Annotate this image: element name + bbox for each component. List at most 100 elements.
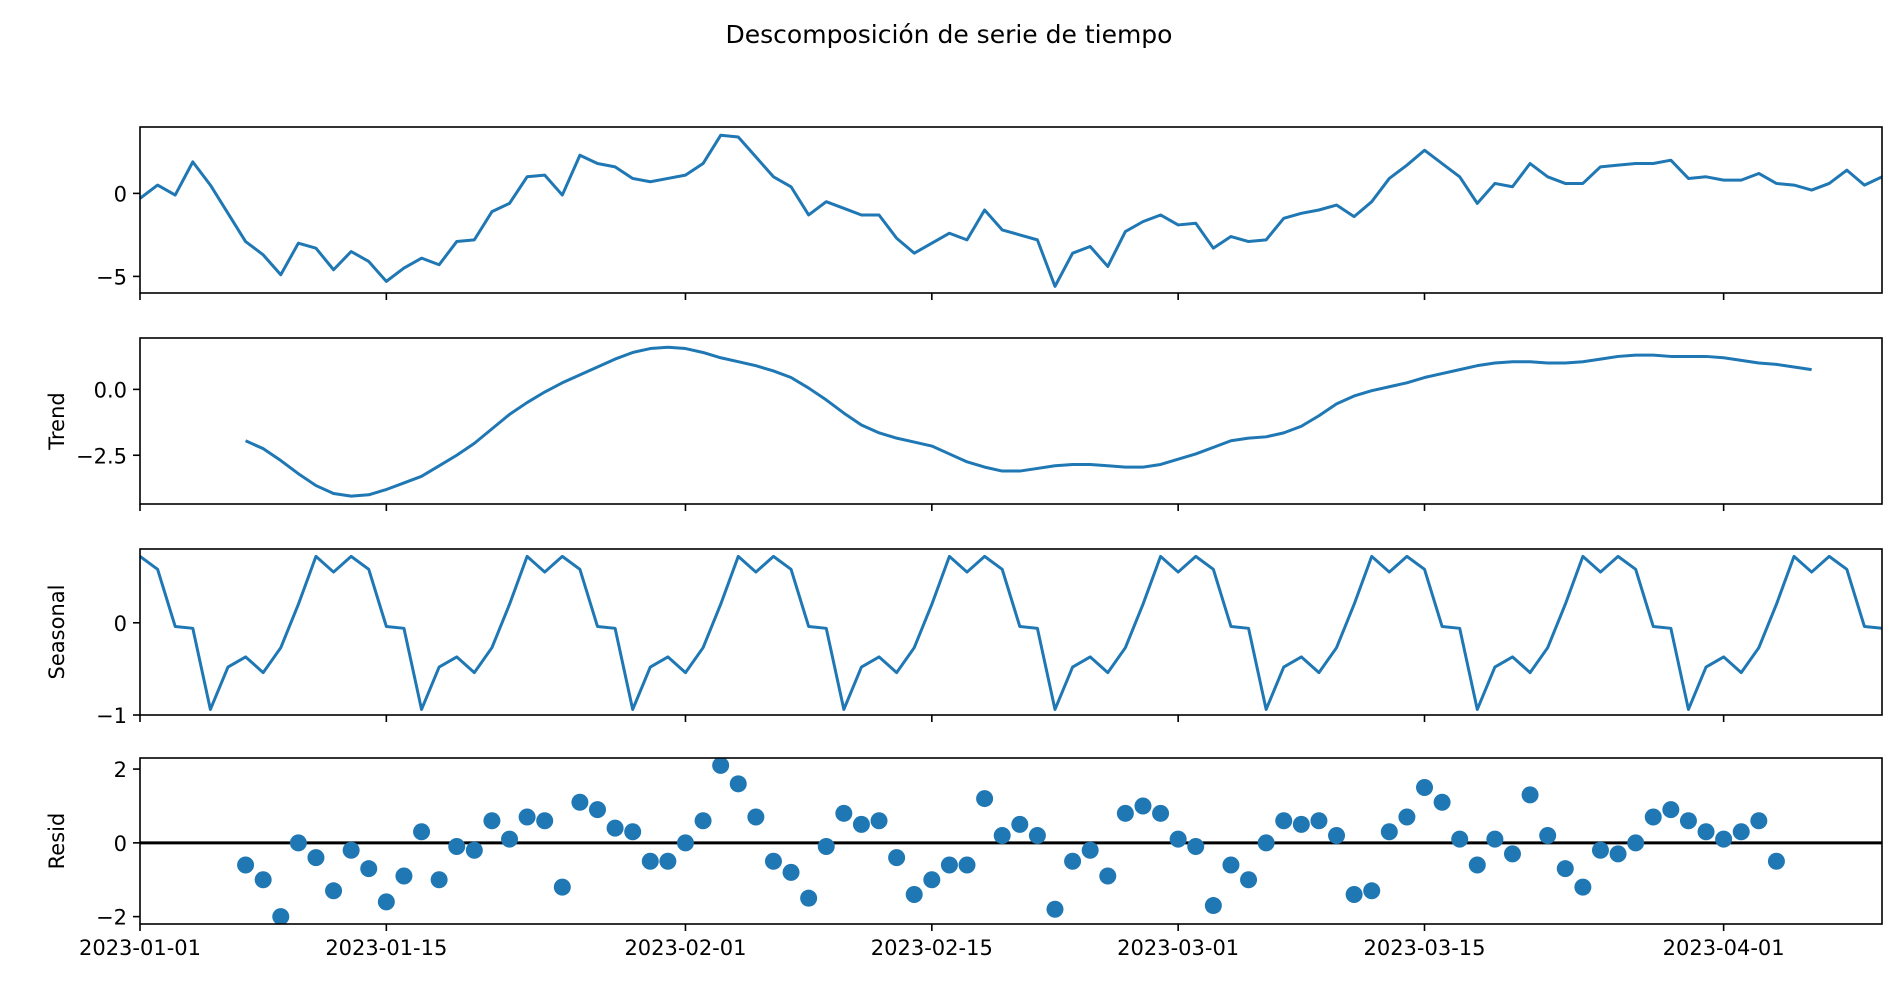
trend-series-line bbox=[244, 345, 1812, 498]
resid-point bbox=[1521, 786, 1539, 804]
resid-point bbox=[501, 830, 519, 848]
resid-point bbox=[553, 878, 571, 896]
resid-point bbox=[1011, 815, 1029, 833]
resid-point bbox=[289, 834, 307, 852]
resid-point bbox=[342, 841, 360, 859]
resid-point bbox=[1433, 793, 1451, 811]
resid-point bbox=[905, 885, 923, 903]
resid-point bbox=[641, 852, 659, 870]
observed-panel: 0 −5 bbox=[96, 126, 1883, 300]
resid-point bbox=[1609, 845, 1627, 863]
resid-point bbox=[536, 812, 554, 830]
resid-point bbox=[958, 856, 976, 874]
resid-point bbox=[747, 808, 765, 826]
y-tick-label: −5 bbox=[96, 265, 127, 289]
resid-point bbox=[729, 775, 747, 793]
resid-point bbox=[413, 823, 431, 841]
resid-point bbox=[1398, 808, 1416, 826]
resid-point bbox=[518, 808, 536, 826]
resid-point bbox=[1574, 878, 1592, 896]
resid-point bbox=[395, 867, 413, 885]
x-tick-label: 2023-02-15 bbox=[871, 936, 993, 960]
resid-axis-label: Resid bbox=[45, 813, 69, 870]
y-tick-label: 2 bbox=[114, 758, 127, 782]
seasonal-series-line bbox=[140, 554, 1882, 711]
resid-point bbox=[1416, 779, 1434, 797]
y-tick-label: −2 bbox=[96, 906, 127, 930]
resid-point bbox=[1451, 830, 1469, 848]
resid-point bbox=[764, 852, 782, 870]
resid-point bbox=[870, 812, 888, 830]
resid-point bbox=[712, 758, 730, 774]
resid-point bbox=[1662, 801, 1680, 819]
resid-point bbox=[1363, 882, 1381, 900]
x-tick-label: 2023-02-01 bbox=[624, 936, 746, 960]
resid-point bbox=[993, 826, 1011, 844]
seasonal-axes-frame bbox=[139, 548, 1883, 716]
resid-axes-frame bbox=[139, 757, 1883, 925]
resid-point bbox=[1046, 900, 1064, 918]
resid-point bbox=[1222, 856, 1240, 874]
observed-axes-frame bbox=[139, 126, 1883, 294]
resid-point bbox=[694, 812, 712, 830]
x-tick-label: 2023-03-01 bbox=[1117, 936, 1239, 960]
trend-axes-frame bbox=[139, 337, 1883, 505]
resid-point bbox=[1081, 841, 1099, 859]
resid-point bbox=[1380, 823, 1398, 841]
resid-point bbox=[1556, 860, 1574, 878]
resid-point bbox=[1310, 812, 1328, 830]
y-tick-label: 0 bbox=[114, 612, 127, 636]
y-tick-label: 0.0 bbox=[94, 378, 127, 402]
y-tick-label: −1 bbox=[96, 704, 127, 728]
resid-point bbox=[1750, 812, 1768, 830]
resid-point bbox=[588, 801, 606, 819]
resid-point bbox=[1064, 852, 1082, 870]
resid-point bbox=[1539, 826, 1557, 844]
resid-point bbox=[923, 871, 941, 889]
trend-panel: 0.0 −2.5 Trend bbox=[45, 337, 1883, 511]
x-tick-label: 2023-04-01 bbox=[1663, 936, 1785, 960]
x-axis: 2023-01-01 2023-01-15 2023-02-01 2023-02-15… bbox=[79, 936, 1785, 960]
resid-point bbox=[1028, 826, 1046, 844]
resid-point bbox=[1204, 897, 1222, 915]
trend-axis-label: Trend bbox=[45, 392, 69, 450]
resid-point bbox=[1240, 871, 1258, 889]
figure-title: Descomposición de serie de tiempo bbox=[726, 20, 1173, 49]
resid-point bbox=[817, 838, 835, 856]
resid-panel: 2 0 −2 Resid bbox=[45, 757, 1883, 931]
resid-point bbox=[1644, 808, 1662, 826]
seasonal-panel: 0 −1 Seasonal bbox=[45, 548, 1883, 728]
resid-point bbox=[571, 793, 589, 811]
resid-point bbox=[1486, 830, 1504, 848]
resid-point bbox=[237, 856, 255, 874]
resid-point bbox=[1767, 852, 1785, 870]
resid-point bbox=[360, 860, 378, 878]
y-tick-label: 0 bbox=[114, 832, 127, 856]
resid-point bbox=[325, 882, 343, 900]
y-tick-label: 0 bbox=[114, 182, 127, 206]
resid-point bbox=[1627, 834, 1645, 852]
resid-point bbox=[659, 852, 677, 870]
resid-point bbox=[976, 790, 994, 808]
resid-point bbox=[800, 889, 818, 907]
y-tick-label: −2.5 bbox=[76, 444, 127, 468]
resid-point bbox=[483, 812, 501, 830]
x-tick-label: 2023-03-15 bbox=[1363, 936, 1485, 960]
resid-point bbox=[835, 804, 853, 822]
resid-point bbox=[430, 871, 448, 889]
resid-point bbox=[1275, 812, 1293, 830]
resid-point bbox=[782, 863, 800, 881]
x-tick-label: 2023-01-01 bbox=[79, 936, 201, 960]
resid-point bbox=[1328, 826, 1346, 844]
resid-point bbox=[1099, 867, 1117, 885]
resid-point bbox=[272, 908, 290, 924]
resid-point bbox=[1116, 804, 1134, 822]
resid-point bbox=[624, 823, 642, 841]
resid-point bbox=[676, 834, 694, 852]
resid-point bbox=[1591, 841, 1609, 859]
resid-point bbox=[1732, 823, 1750, 841]
resid-point bbox=[307, 849, 325, 867]
resid-point bbox=[1697, 823, 1715, 841]
resid-point bbox=[1257, 834, 1275, 852]
